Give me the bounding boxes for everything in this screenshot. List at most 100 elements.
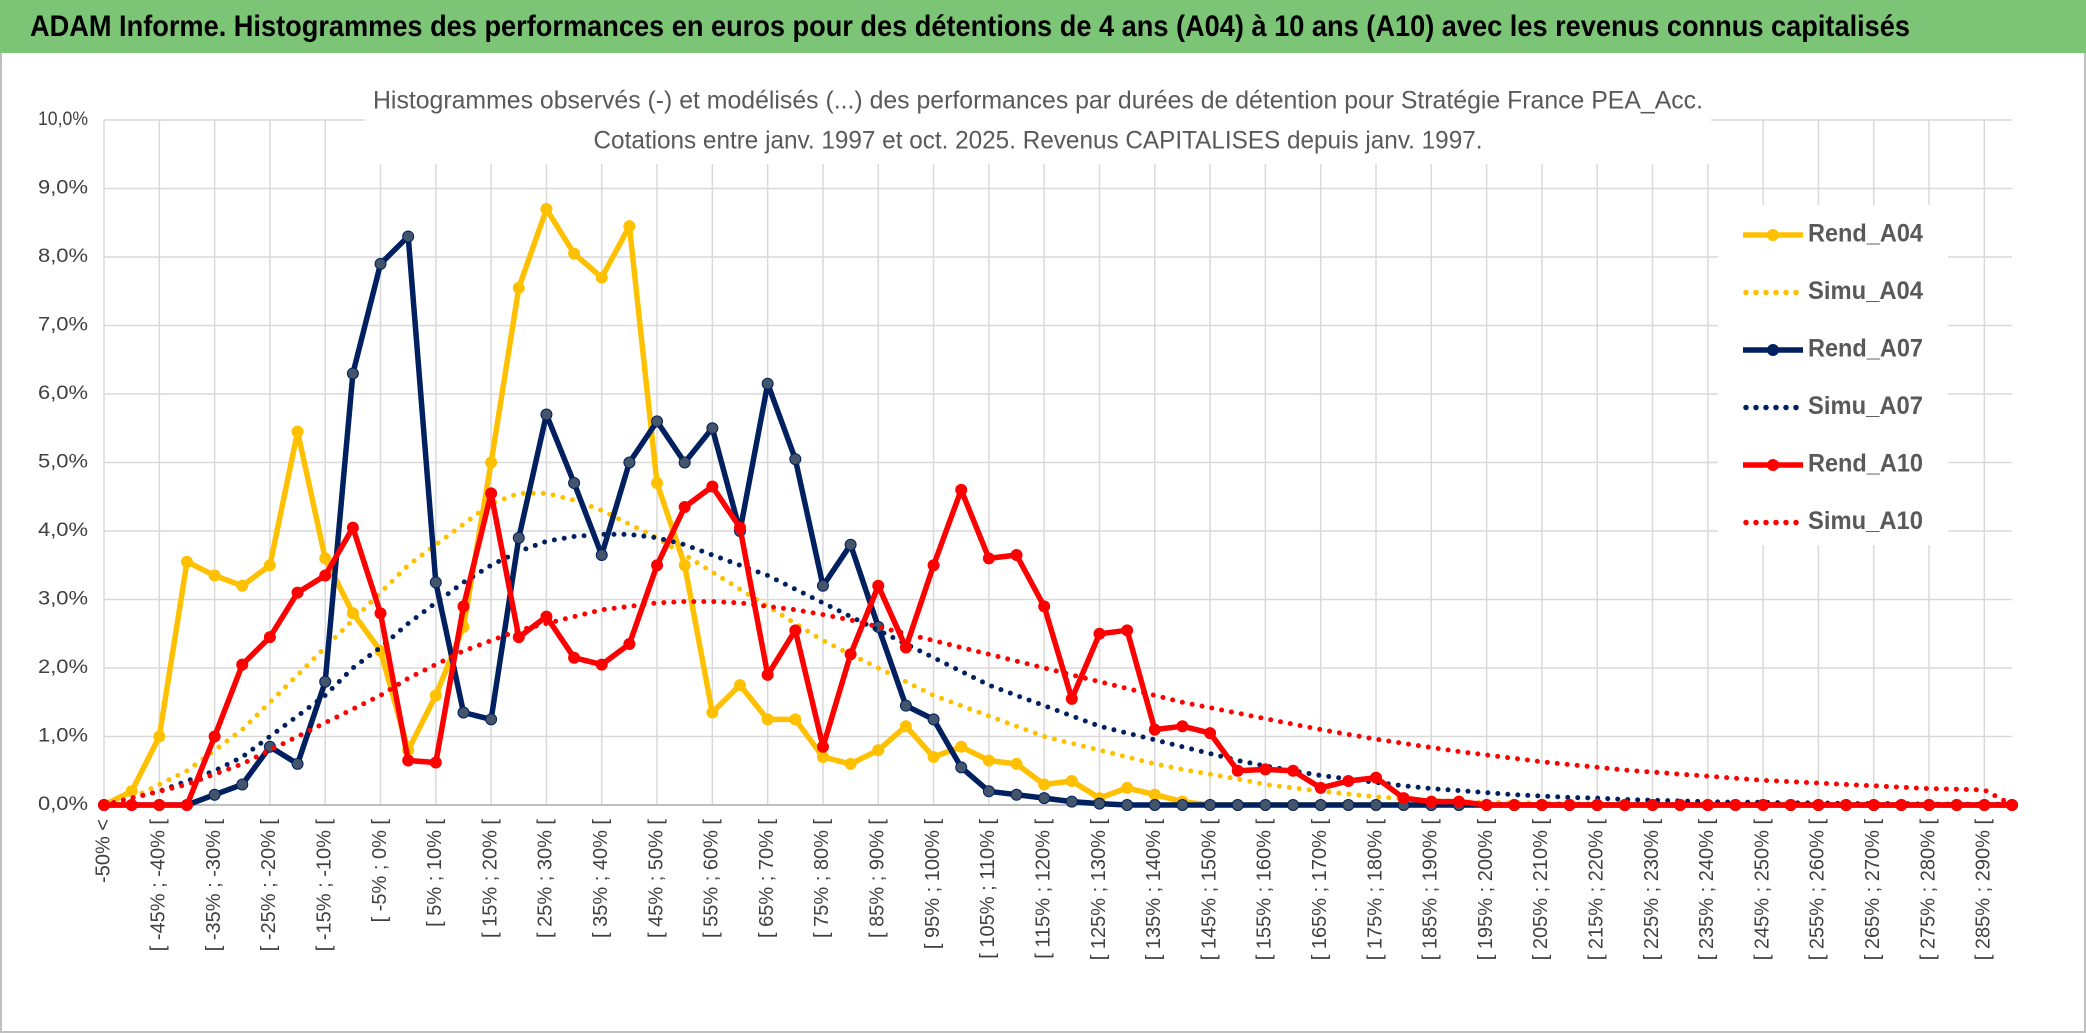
- data-point: [1342, 775, 1355, 788]
- data-point: [1148, 723, 1161, 736]
- data-point: [540, 610, 553, 623]
- data-point: [623, 220, 636, 233]
- data-point: [955, 761, 968, 774]
- data-point: [1148, 788, 1161, 801]
- data-point: [1508, 799, 1521, 811]
- data-point: [540, 203, 553, 216]
- x-tick-label: [ 235% ; 240% [: [1696, 819, 1718, 961]
- legend-label: Rend_A10: [1808, 450, 1923, 478]
- data-point: [1950, 799, 1963, 811]
- data-point: [1204, 799, 1217, 811]
- data-point: [1010, 757, 1023, 770]
- series-line: [101, 531, 2015, 808]
- subtitle: Histogrammes observés (-) et modélisés (…: [373, 87, 1703, 115]
- x-tick-label: [ -5% ; 0% [: [369, 819, 391, 923]
- data-point: [568, 477, 581, 490]
- data-point: [899, 720, 912, 733]
- data-point: [153, 730, 166, 743]
- data-point: [1729, 799, 1742, 811]
- data-point: [651, 477, 664, 490]
- data-point: [208, 569, 221, 582]
- data-point: [789, 453, 802, 466]
- data-point: [319, 552, 332, 565]
- data-point: [623, 456, 636, 469]
- x-tick-label: [ 225% ; 230% [: [1641, 819, 1663, 961]
- x-tick-label: [ 15% ; 20% [: [479, 819, 501, 938]
- x-tick-label: [ 85% ; 90% [: [867, 819, 889, 938]
- y-tick-label: 7,0%: [38, 315, 88, 336]
- data-point: [1812, 799, 1825, 811]
- data-point: [982, 785, 995, 798]
- data-point: [180, 555, 193, 568]
- legend-label: Simu_A10: [1808, 507, 1923, 535]
- data-point: [291, 757, 304, 770]
- data-point: [512, 531, 525, 544]
- legend-marker: [1767, 459, 1779, 471]
- data-point: [734, 521, 746, 534]
- legend-background: [1718, 205, 1948, 545]
- data-point: [208, 788, 221, 801]
- data-point: [1259, 799, 1272, 811]
- legend-marker: [1767, 344, 1779, 356]
- data-point: [485, 713, 498, 726]
- data-point: [1259, 763, 1272, 776]
- x-tick-label: [ 265% ; 270% [: [1862, 819, 1884, 961]
- data-point: [402, 230, 415, 243]
- data-point: [623, 638, 636, 651]
- data-point: [1784, 799, 1797, 811]
- data-point: [568, 651, 581, 664]
- data-point: [1148, 799, 1161, 811]
- data-point: [816, 751, 829, 764]
- x-tick-label: [ 135% ; 140% [: [1143, 819, 1165, 961]
- data-point: [1314, 799, 1327, 811]
- y-tick-label: 10,0%: [38, 109, 88, 130]
- data-point: [429, 689, 442, 702]
- legend-label: Simu_A07: [1808, 392, 1923, 420]
- x-tick-label: [ 165% ; 170% [: [1309, 819, 1331, 961]
- data-point: [1370, 771, 1382, 784]
- data-point: [651, 415, 664, 428]
- data-point: [263, 631, 276, 644]
- data-point: [457, 600, 470, 613]
- data-point: [816, 579, 829, 592]
- x-tick-label: [ 155% ; 160% [: [1254, 819, 1276, 961]
- data-point: [291, 425, 304, 438]
- data-point: [1038, 778, 1051, 791]
- data-point: [346, 367, 359, 380]
- data-point: [1231, 764, 1244, 777]
- data-point: [1701, 799, 1714, 811]
- x-tick-label: [ 245% ; 250% [: [1751, 819, 1773, 961]
- data-point: [374, 607, 387, 620]
- title-bar: [0, 0, 2086, 53]
- data-point: [1038, 600, 1051, 613]
- data-point: [816, 740, 829, 753]
- data-point: [1010, 788, 1023, 801]
- subtitle: Cotations entre janv. 1997 et oct. 2025.…: [594, 127, 1483, 155]
- data-point: [678, 456, 691, 469]
- data-point: [678, 559, 691, 572]
- x-tick-label: [ -45% ; -40% [: [148, 819, 170, 952]
- data-point: [1342, 799, 1355, 811]
- data-point: [512, 631, 525, 644]
- data-point: [789, 624, 802, 637]
- data-point: [1370, 799, 1382, 811]
- data-point: [955, 483, 968, 496]
- data-point: [1176, 799, 1189, 811]
- x-tick-label: [ 65% ; 70% [: [756, 819, 778, 938]
- data-point: [236, 658, 249, 671]
- data-point: [678, 501, 691, 514]
- legend-label: Rend_A07: [1808, 335, 1923, 363]
- data-point: [485, 487, 498, 500]
- x-tick-label: [ 105% ; 110% [: [977, 819, 999, 959]
- data-point: [1121, 781, 1134, 794]
- series-line: [101, 490, 2015, 808]
- data-point: [1287, 799, 1300, 811]
- data-point: [1618, 799, 1631, 811]
- data-point: [1121, 799, 1134, 811]
- x-tick-label: [ -25% ; -20% [: [258, 819, 280, 952]
- data-point: [1314, 781, 1327, 794]
- x-tick-label: [ 45% ; 50% [: [645, 819, 667, 938]
- data-point: [1093, 627, 1106, 640]
- data-point: [319, 569, 332, 582]
- x-tick-label: [ 115% ; 120% [: [1032, 819, 1054, 959]
